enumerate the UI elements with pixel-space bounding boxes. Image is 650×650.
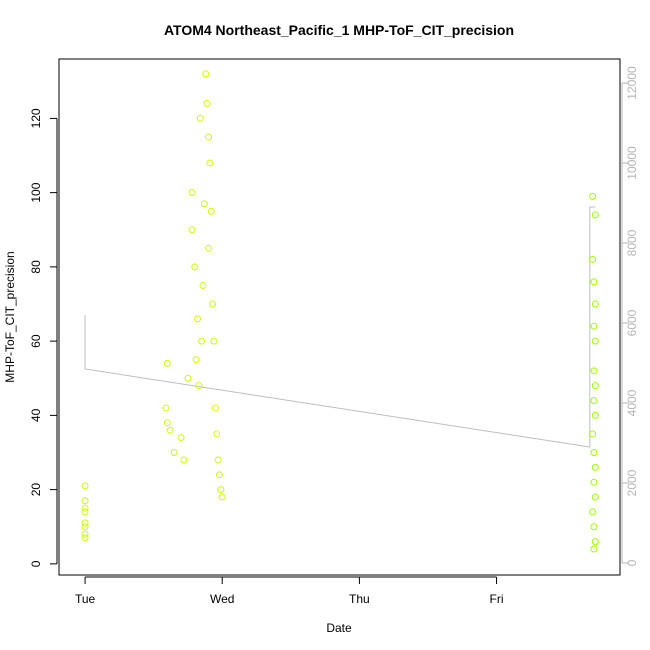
data-point <box>589 508 597 516</box>
data-point <box>205 244 213 252</box>
y-axis-label: MHP-ToF_CIT_precision <box>3 251 17 382</box>
y-axis-right: 0 2000 4000 6000 8000 10000 12000 <box>621 66 639 566</box>
data-point <box>590 367 598 375</box>
y-tick-label: 120 <box>29 108 43 128</box>
data-point <box>199 281 207 289</box>
data-point <box>207 207 215 215</box>
data-point <box>589 255 597 263</box>
x-axis-label: Date <box>326 621 352 635</box>
y2-tick-label: 8000 <box>625 229 639 256</box>
data-point <box>590 478 598 486</box>
data-point <box>591 382 599 390</box>
data-point <box>589 430 597 438</box>
y-tick-label: 20 <box>29 483 43 497</box>
data-point <box>81 508 89 516</box>
data-point <box>81 534 89 542</box>
data-point <box>194 315 202 323</box>
data-point <box>81 497 89 505</box>
data-point <box>206 159 214 167</box>
y2-tick-label: 6000 <box>625 309 639 336</box>
data-point <box>217 486 225 494</box>
data-point <box>591 463 599 471</box>
y2-tick-label: 10000 <box>625 146 639 180</box>
data-point <box>591 411 599 419</box>
data-point <box>81 519 89 527</box>
data-point <box>184 374 192 382</box>
x-tick-label: Wed <box>210 592 234 606</box>
data-point <box>166 426 174 434</box>
data-point <box>218 493 226 501</box>
data-point <box>213 430 221 438</box>
data-point <box>591 538 599 546</box>
y2-tick-label: 4000 <box>625 389 639 416</box>
data-point <box>177 434 185 442</box>
y-tick-label: 0 <box>29 560 43 567</box>
data-point <box>591 300 599 308</box>
scatter-points <box>81 70 599 553</box>
y2-tick-label: 12000 <box>625 66 639 100</box>
data-point <box>163 359 171 367</box>
y-tick-label: 40 <box>29 408 43 422</box>
data-point <box>210 337 218 345</box>
data-point <box>180 456 188 464</box>
data-point <box>590 278 598 286</box>
data-point <box>202 70 210 78</box>
data-point <box>200 200 208 208</box>
data-point <box>81 523 89 531</box>
data-point <box>591 493 599 501</box>
x-axis: Tue Wed Thu Fri <box>75 576 504 606</box>
data-point <box>192 356 200 364</box>
data-point <box>188 226 196 234</box>
data-point <box>203 100 211 108</box>
y-tick-label: 60 <box>29 334 43 348</box>
data-point <box>196 114 204 122</box>
data-point <box>170 448 178 456</box>
data-point <box>81 504 89 512</box>
y2-tick-label: 0 <box>625 559 639 566</box>
data-point <box>191 263 199 271</box>
data-point <box>188 189 196 197</box>
data-point <box>162 404 170 412</box>
data-point <box>589 192 597 200</box>
data-point <box>590 322 598 330</box>
altitude-line-path <box>84 206 596 448</box>
data-point <box>195 382 203 390</box>
data-point <box>590 397 598 405</box>
data-point <box>590 448 598 456</box>
altitude-line <box>84 206 596 448</box>
y-axis-left: 0 20 40 60 80 100 120 <box>29 108 58 567</box>
data-point <box>215 471 223 479</box>
x-tick-label: Fri <box>490 592 504 606</box>
data-point <box>591 337 599 345</box>
x-tick-label: Tue <box>75 592 96 606</box>
data-point <box>209 300 217 308</box>
data-point <box>198 337 206 345</box>
data-point <box>81 530 89 538</box>
y-tick-label: 80 <box>29 260 43 274</box>
data-point <box>214 456 222 464</box>
data-point <box>81 482 89 490</box>
plot-frame <box>58 58 621 576</box>
x-tick-label: Thu <box>349 592 370 606</box>
data-point <box>163 419 171 427</box>
data-point <box>590 545 598 553</box>
data-point <box>205 133 213 141</box>
data-point <box>591 211 599 219</box>
y2-tick-label: 2000 <box>625 469 639 496</box>
data-point <box>211 404 219 412</box>
data-point <box>590 523 598 531</box>
chart-title: ATOM4 Northeast_Pacific_1 MHP-ToF_CIT_pr… <box>164 22 514 38</box>
y-tick-label: 100 <box>29 182 43 202</box>
